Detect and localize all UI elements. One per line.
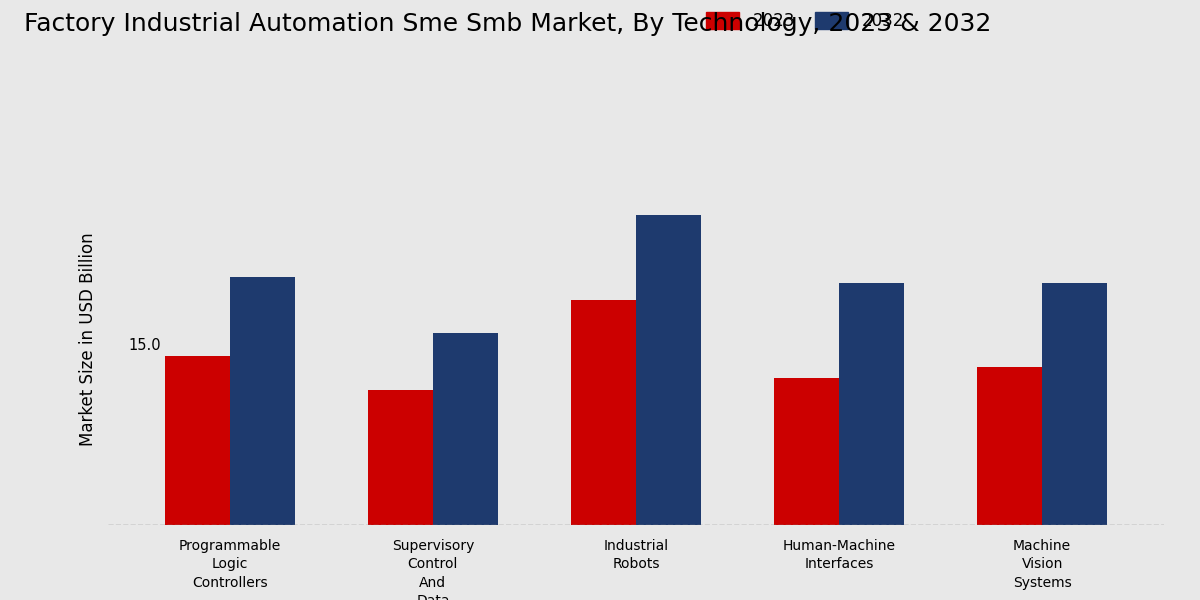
Bar xyxy=(368,390,433,525)
Bar xyxy=(1042,283,1108,525)
Bar xyxy=(636,215,701,525)
Y-axis label: Market Size in USD Billion: Market Size in USD Billion xyxy=(79,232,97,446)
Bar xyxy=(977,367,1042,525)
Bar xyxy=(774,379,839,525)
Text: Factory Industrial Automation Sme Smb Market, By Technology, 2023 & 2032: Factory Industrial Automation Sme Smb Ma… xyxy=(24,12,991,36)
Legend: 2023, 2032: 2023, 2032 xyxy=(700,5,911,37)
Bar xyxy=(571,299,636,525)
Bar xyxy=(433,334,498,525)
Text: 15.0: 15.0 xyxy=(128,338,161,353)
Bar xyxy=(839,283,904,525)
Bar xyxy=(164,356,230,525)
Bar xyxy=(230,277,295,525)
